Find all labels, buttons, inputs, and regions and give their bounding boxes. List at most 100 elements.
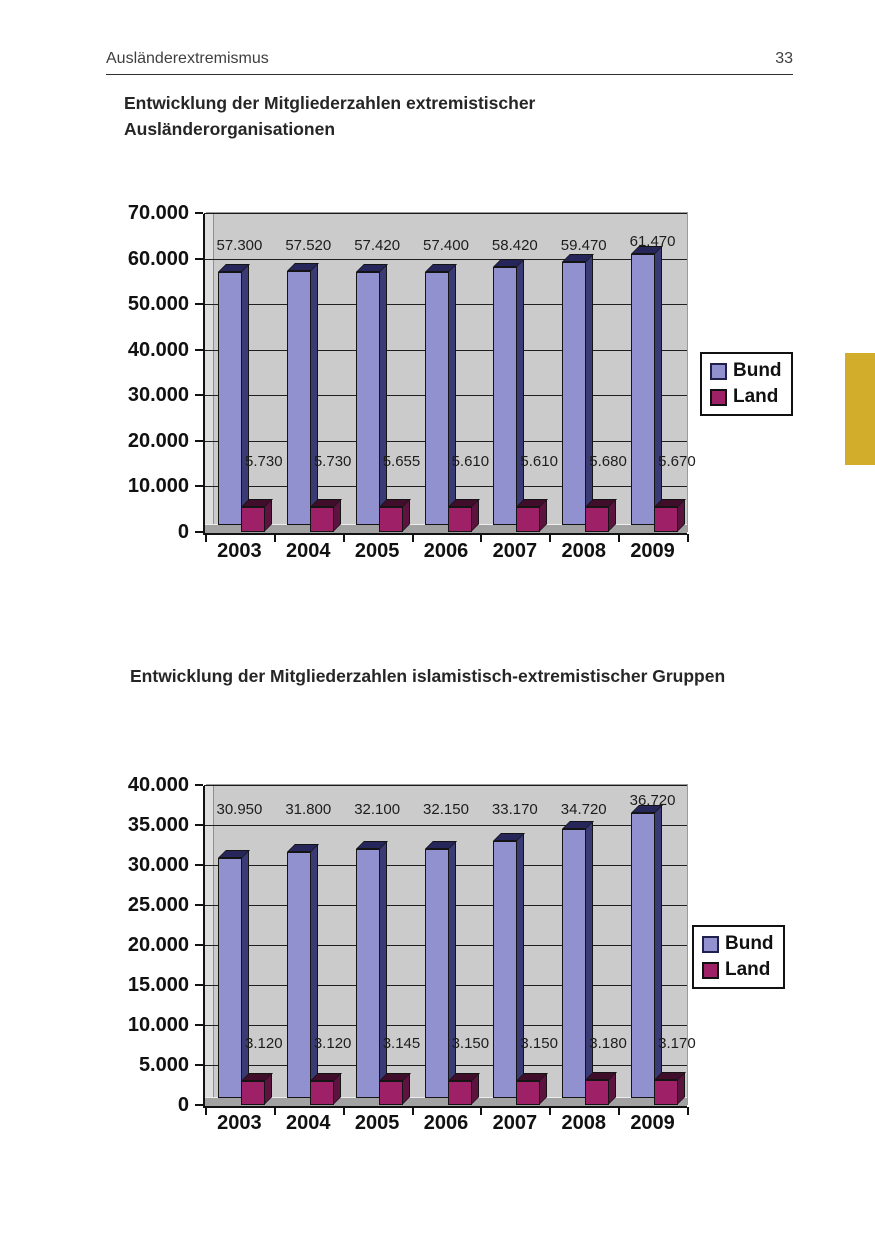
bar-bund-2007-side <box>516 259 524 525</box>
bar-bund-2003-front <box>218 858 242 1098</box>
bar-bund-2009-front <box>631 813 655 1098</box>
bar-bund-2006-side <box>448 264 456 525</box>
data-label-bund-2003: 30.950 <box>216 801 263 818</box>
gridline <box>205 258 687 260</box>
gridline <box>205 825 687 826</box>
x-axis-label-2004: 2004 <box>286 1112 331 1134</box>
y-axis-tick <box>195 904 203 906</box>
bar-bund-2003-front <box>218 272 242 525</box>
y-axis-label: 30.000 <box>127 854 189 876</box>
x-axis-tick <box>342 1107 345 1115</box>
page-number: 33 <box>775 50 793 67</box>
data-label-bund-2004: 57.520 <box>285 237 332 254</box>
legend-swatch-bund <box>702 935 719 953</box>
x-axis-tick <box>205 1107 207 1115</box>
x-axis-tick <box>273 534 276 542</box>
y-axis-label: 0 <box>177 1094 189 1116</box>
legend-entry-land: Land <box>710 387 782 407</box>
y-axis-label: 10.000 <box>127 1014 189 1036</box>
bar-land-2009-front <box>654 1080 678 1105</box>
legend-label-bund: Bund <box>725 933 774 954</box>
x-axis-label-2004: 2004 <box>286 540 331 562</box>
data-label-land-2005: 5.655 <box>382 453 421 470</box>
chapter-edge-tab <box>845 353 875 465</box>
bar-bund-2009-side <box>654 246 662 525</box>
data-label-land-2004: 5.730 <box>313 453 352 470</box>
x-axis-label-2005: 2005 <box>354 540 400 562</box>
y-axis-label: 5.000 <box>138 1054 189 1076</box>
y-axis-label: 40.000 <box>127 774 189 796</box>
y-axis-label: 0 <box>177 521 189 543</box>
x-axis-tick <box>480 534 483 542</box>
y-axis-tick <box>195 439 203 442</box>
y-axis-label: 15.000 <box>127 974 189 996</box>
x-axis-tick <box>618 1107 621 1115</box>
y-axis-tick <box>195 824 203 826</box>
data-label-land-2009: 5.670 <box>658 453 696 470</box>
bar-land-2005-front <box>379 1081 403 1105</box>
x-axis-tick <box>618 534 621 542</box>
y-axis-label: 25.000 <box>127 894 189 916</box>
x-axis-label-2009: 2009 <box>630 540 675 562</box>
bar-land-2004-front <box>310 1081 334 1105</box>
bar-bund-2006-side <box>448 841 456 1098</box>
legend-swatch-bund <box>710 362 727 380</box>
legend-entry-land: Land <box>702 960 774 980</box>
data-label-land-2009: 3.170 <box>658 1035 696 1052</box>
y-axis-label: 70.000 <box>127 202 189 224</box>
y-axis-line <box>203 786 205 1106</box>
y-axis-tick <box>195 1104 203 1106</box>
y-axis-label: 20.000 <box>127 429 189 452</box>
bar-bund-2008-side <box>585 254 593 525</box>
y-axis-line <box>203 214 205 533</box>
x-axis-tick <box>205 534 207 542</box>
data-label-bund-2007: 58.420 <box>491 237 538 254</box>
legend-label-land: Land <box>733 386 779 407</box>
y-axis-tick <box>195 531 203 533</box>
plot-area-chart2 <box>203 785 687 1108</box>
x-axis-label-2003: 2003 <box>217 540 262 562</box>
bar-land-2007-front <box>516 1081 540 1105</box>
bar-bund-2008-side <box>585 821 593 1098</box>
bar-bund-2004-side <box>310 263 318 525</box>
bar-bund-2006-front <box>425 272 449 525</box>
y-axis-tick <box>195 1064 203 1066</box>
y-axis-label: 60.000 <box>127 247 189 270</box>
data-label-bund-2009: 61.470 <box>629 233 676 250</box>
data-label-land-2006: 5.610 <box>451 453 490 470</box>
bar-bund-2005-front <box>356 272 380 525</box>
plot-floor <box>205 524 687 533</box>
data-label-bund-2005: 57.420 <box>354 237 401 254</box>
legend-swatch-land <box>702 961 719 979</box>
y-axis-tick <box>195 212 203 214</box>
y-axis-tick <box>195 1024 203 1026</box>
legend-label-bund: Bund <box>733 360 782 381</box>
bar-land-2003-front <box>241 1081 265 1105</box>
legend-swatch-land <box>710 388 727 406</box>
x-axis-line <box>203 1106 687 1108</box>
plot-floor <box>205 1097 687 1106</box>
data-label-bund-2008: 59.470 <box>560 237 607 254</box>
data-label-bund-2008: 34.720 <box>560 801 607 818</box>
data-label-land-2006: 3.150 <box>451 1035 490 1052</box>
data-label-bund-2006: 57.400 <box>423 237 469 254</box>
y-axis-tick <box>195 485 203 488</box>
y-axis-label: 30.000 <box>127 384 189 407</box>
y-axis-label: 10.000 <box>127 475 189 498</box>
x-axis-label-2006: 2006 <box>423 540 469 562</box>
bar-bund-2006-front <box>425 849 449 1098</box>
x-axis-label-2008: 2008 <box>561 1112 606 1134</box>
data-label-land-2003: 3.120 <box>245 1035 283 1052</box>
x-axis-tick <box>411 1107 414 1115</box>
x-axis-tick <box>273 1107 276 1115</box>
legend-entry-bund: Bund <box>702 934 774 954</box>
data-label-bund-2009: 36.720 <box>629 792 676 809</box>
x-axis-tick <box>549 534 552 542</box>
plot-back-wall <box>205 214 214 533</box>
bar-bund-2004-side <box>310 844 318 1098</box>
y-axis-label: 20.000 <box>127 934 189 956</box>
bar-bund-2004-front <box>287 271 311 525</box>
x-axis-tick <box>687 1107 689 1115</box>
bar-land-2006-front <box>448 1081 472 1105</box>
